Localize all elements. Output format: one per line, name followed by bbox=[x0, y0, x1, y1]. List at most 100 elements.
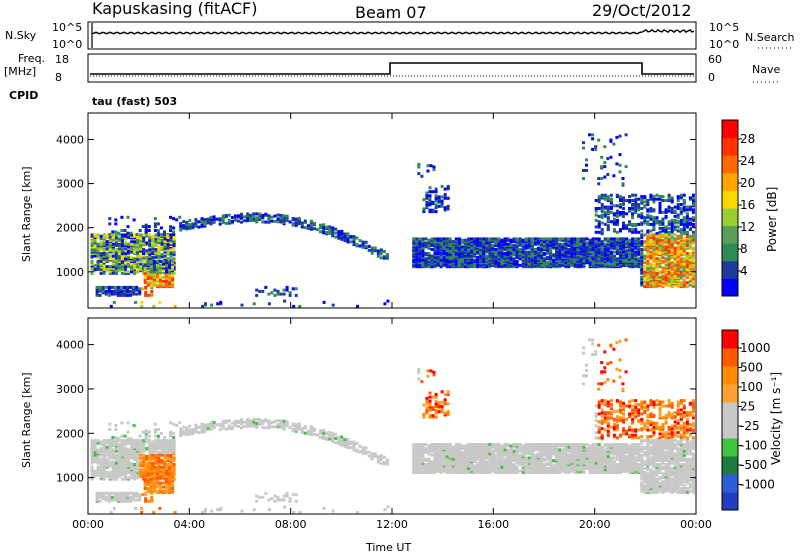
power-cell bbox=[582, 259, 586, 263]
power-cell bbox=[98, 293, 102, 297]
power-cell bbox=[445, 249, 449, 253]
velocity-cell bbox=[148, 448, 152, 452]
power-cell bbox=[521, 265, 525, 269]
power-cell bbox=[445, 255, 449, 259]
power-cell bbox=[117, 252, 121, 255]
power-cell bbox=[331, 231, 335, 235]
power-cell bbox=[130, 240, 134, 244]
power-cell bbox=[634, 203, 638, 206]
power-cell bbox=[252, 302, 256, 306]
power-cell bbox=[637, 203, 641, 206]
power-cell bbox=[631, 222, 635, 226]
freq-label: Freq. bbox=[18, 52, 45, 65]
power-cell bbox=[111, 249, 115, 253]
power-cell bbox=[646, 229, 650, 233]
velocity-cell bbox=[155, 489, 159, 493]
power-cell bbox=[634, 250, 638, 254]
power-cell bbox=[625, 212, 629, 216]
power-cell bbox=[119, 285, 123, 289]
velocity-cell bbox=[200, 422, 204, 426]
power-cell bbox=[609, 257, 613, 261]
power-cell bbox=[249, 213, 253, 217]
power-cell bbox=[142, 248, 146, 251]
velocity-cell bbox=[90, 447, 94, 450]
velocity-cell bbox=[331, 434, 335, 438]
power-cell bbox=[618, 170, 622, 174]
power-cell bbox=[518, 263, 522, 267]
power-cell bbox=[127, 270, 130, 274]
power-cell bbox=[442, 241, 446, 245]
power-cell bbox=[591, 265, 595, 269]
power-cell bbox=[309, 226, 313, 230]
power-cell bbox=[518, 237, 522, 241]
velocity-cell bbox=[412, 443, 416, 446]
velocity-cell bbox=[237, 419, 240, 423]
power-cell bbox=[216, 302, 220, 306]
power-cell bbox=[664, 208, 668, 212]
power-cell bbox=[618, 153, 622, 157]
power-cell bbox=[252, 217, 256, 221]
velocity-cell bbox=[270, 421, 274, 425]
power-cell bbox=[123, 285, 126, 289]
velocity-data-cells bbox=[90, 338, 695, 514]
velocity-cell bbox=[162, 489, 165, 493]
power-cell bbox=[144, 223, 148, 227]
power-cell bbox=[124, 257, 127, 261]
velocity-cell bbox=[110, 491, 114, 495]
velocity-cell bbox=[433, 443, 437, 446]
power-cell bbox=[606, 262, 610, 266]
power-cell bbox=[282, 219, 286, 223]
power-cell bbox=[188, 225, 192, 229]
velocity-cell bbox=[153, 434, 157, 438]
power-cell bbox=[579, 237, 583, 241]
velocity-cell bbox=[261, 426, 265, 429]
power-cell bbox=[597, 138, 601, 142]
power-cell bbox=[442, 255, 446, 259]
power-cell bbox=[631, 214, 635, 218]
power-cell bbox=[585, 241, 589, 245]
velocity-cell bbox=[120, 453, 124, 457]
velocity-cell bbox=[132, 424, 136, 427]
power-cell bbox=[603, 222, 607, 226]
power-cell bbox=[676, 195, 680, 199]
velocity-cell bbox=[243, 424, 246, 428]
power-cell bbox=[609, 242, 613, 246]
power-cell bbox=[102, 241, 106, 245]
power-cell bbox=[667, 230, 671, 234]
power-cell bbox=[643, 278, 647, 282]
power-cell bbox=[658, 204, 662, 208]
velocity-cell bbox=[143, 487, 147, 490]
velocity-cell bbox=[152, 510, 156, 514]
power-cell bbox=[93, 240, 97, 244]
power-cell bbox=[168, 261, 172, 265]
velocity-cell bbox=[114, 467, 118, 470]
power-cell bbox=[194, 222, 198, 226]
power-cell bbox=[426, 164, 430, 168]
velocity-cell bbox=[93, 451, 97, 454]
power-cell bbox=[664, 275, 668, 279]
power-cell bbox=[685, 281, 689, 285]
power-cell bbox=[346, 232, 350, 236]
velocity-cell bbox=[379, 458, 383, 462]
power-cell bbox=[99, 252, 103, 255]
power-cell bbox=[603, 210, 607, 214]
power-cell bbox=[546, 261, 549, 265]
power-cell bbox=[169, 215, 173, 219]
velocity-cell bbox=[273, 499, 277, 503]
power-cell bbox=[346, 239, 350, 243]
velocity-cell bbox=[166, 444, 170, 448]
power-cell bbox=[108, 265, 112, 269]
power-cell bbox=[172, 246, 176, 250]
power-cell bbox=[685, 205, 689, 209]
power-cell bbox=[503, 237, 507, 241]
power-cell bbox=[619, 210, 622, 214]
nsky-tick-hi: 10^5 bbox=[52, 21, 82, 34]
velocity-cell bbox=[157, 456, 161, 460]
power-cell bbox=[412, 258, 416, 262]
power-cell bbox=[373, 249, 377, 253]
power-cell bbox=[117, 254, 121, 258]
power-cell bbox=[132, 218, 136, 222]
power-cell bbox=[591, 241, 595, 245]
power-cell bbox=[518, 240, 522, 244]
